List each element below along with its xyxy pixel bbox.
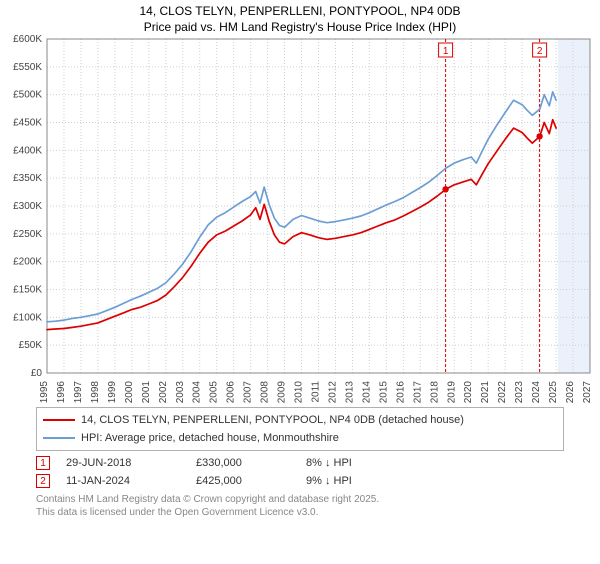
footer-line-1: Contains HM Land Registry data © Crown c… — [36, 494, 564, 507]
sale-row-price: £330,000 — [196, 457, 306, 469]
line-chart: £0 £50K £100K £150K £200K £250K £300K £350K £400… — [0, 35, 600, 405]
x-tick-label: 2000 — [124, 381, 135, 404]
y-tick-label: £350K — [13, 173, 42, 184]
sales-row: 2 11-JAN-2024£425,0009% ↓ HPI — [36, 472, 564, 490]
x-tick-label: 2020 — [463, 381, 474, 404]
x-tick-label: 2001 — [141, 381, 152, 404]
chart-container: 14, CLOS TELYN, PENPERLLENI, PONTYPOOL, … — [0, 4, 600, 564]
y-tick-label: £450K — [13, 118, 42, 129]
x-tick-label: 2018 — [429, 381, 440, 404]
sale-row-badge: 2 — [36, 474, 50, 488]
chart-title: 14, CLOS TELYN, PENPERLLENI, PONTYPOOL, … — [0, 4, 600, 35]
x-tick-label: 2025 — [548, 381, 559, 404]
x-tick-label: 2005 — [209, 381, 220, 404]
sale-row-date: 29-JUN-2018 — [66, 457, 196, 469]
sales-row: 1 29-JUN-2018£330,0008% ↓ HPI — [36, 454, 564, 472]
y-tick-label: £250K — [13, 229, 42, 240]
legend-row: HPI: Average price, detached house, Monm… — [43, 429, 557, 447]
sales-table: 1 29-JUN-2018£330,0008% ↓ HPI 2 11-JAN-2024… — [36, 454, 564, 490]
y-tick-label: £100K — [13, 313, 42, 324]
x-tick-label: 2024 — [531, 381, 542, 404]
series-price_paid — [47, 120, 556, 330]
x-tick-label: 2002 — [158, 381, 169, 404]
x-tick-label: 2021 — [480, 381, 491, 404]
footer: Contains HM Land Registry data © Crown c… — [36, 494, 564, 519]
legend-label: 14, CLOS TELYN, PENPERLLENI, PONTYPOOL, … — [81, 414, 464, 426]
x-tick-label: 2011 — [311, 381, 322, 403]
legend-swatch — [43, 437, 75, 439]
sale-row-date: 11-JAN-2024 — [66, 475, 196, 487]
x-tick-label: 1999 — [107, 381, 118, 404]
legend-label: HPI: Average price, detached house, Monm… — [81, 432, 339, 444]
future-shade — [558, 39, 590, 373]
y-tick-label: £150K — [13, 285, 42, 296]
x-tick-label: 2006 — [226, 381, 237, 404]
x-tick-label: 2019 — [446, 381, 457, 404]
legend: 14, CLOS TELYN, PENPERLLENI, PONTYPOOL, … — [36, 407, 564, 451]
x-tick-label: 2004 — [192, 381, 203, 404]
x-tick-label: 2027 — [582, 381, 593, 404]
sale-marker-badge-num: 2 — [537, 46, 543, 57]
y-tick-label: £600K — [13, 35, 42, 45]
title-line-2: Price paid vs. HM Land Registry's House … — [0, 20, 600, 36]
x-tick-label: 2009 — [277, 381, 288, 404]
x-tick-label: 2014 — [361, 381, 372, 404]
y-tick-label: £50K — [19, 340, 43, 351]
x-tick-label: 2003 — [175, 381, 186, 404]
y-tick-label: £400K — [13, 146, 42, 157]
x-tick-label: 1997 — [73, 381, 84, 404]
x-tick-label: 1998 — [90, 381, 101, 404]
sale-marker-badge-num: 1 — [443, 46, 449, 57]
x-tick-label: 2007 — [243, 381, 254, 404]
x-tick-label: 2010 — [294, 381, 305, 404]
sale-row-delta: 9% ↓ HPI — [306, 475, 426, 487]
x-tick-label: 2012 — [327, 381, 338, 404]
title-line-1: 14, CLOS TELYN, PENPERLLENI, PONTYPOOL, … — [0, 4, 600, 20]
y-tick-label: £300K — [13, 201, 42, 212]
sale-row-price: £425,000 — [196, 475, 306, 487]
x-tick-label: 2016 — [395, 381, 406, 404]
x-tick-label: 2023 — [514, 381, 525, 404]
sale-row-delta: 8% ↓ HPI — [306, 457, 426, 469]
sale-row-badge: 1 — [36, 456, 50, 470]
x-tick-label: 2015 — [378, 381, 389, 404]
x-tick-label: 1996 — [56, 381, 67, 404]
x-tick-label: 2017 — [412, 381, 423, 404]
legend-row: 14, CLOS TELYN, PENPERLLENI, PONTYPOOL, … — [43, 411, 557, 429]
x-tick-label: 1995 — [39, 381, 50, 404]
x-tick-label: 2008 — [260, 381, 271, 404]
y-tick-label: £500K — [13, 90, 42, 101]
x-tick-label: 2026 — [565, 381, 576, 404]
y-tick-label: £550K — [13, 62, 42, 73]
y-tick-label: £200K — [13, 257, 42, 268]
x-tick-label: 2013 — [344, 381, 355, 404]
y-tick-label: £0 — [31, 368, 43, 379]
x-tick-label: 2022 — [497, 381, 508, 404]
legend-swatch — [43, 419, 75, 421]
footer-line-2: This data is licensed under the Open Gov… — [36, 507, 564, 520]
